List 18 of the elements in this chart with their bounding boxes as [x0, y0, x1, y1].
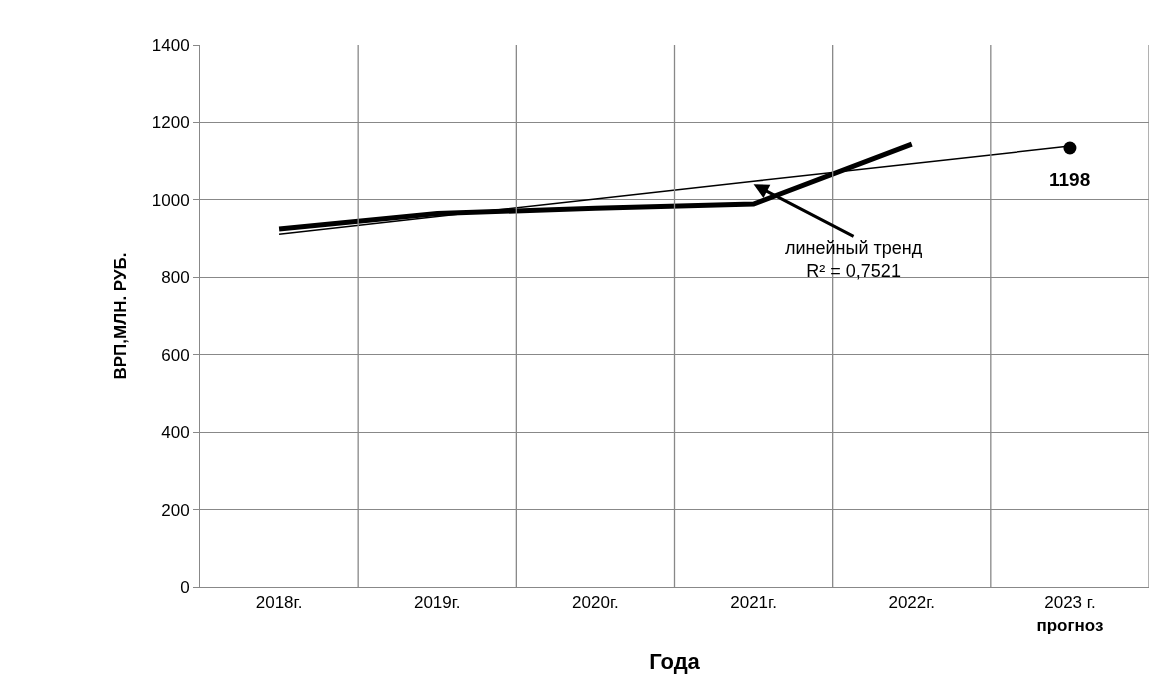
x-tick-label: 2021г.: [730, 593, 777, 613]
annotation: 1198: [1049, 169, 1091, 190]
y-tick-label: 1400: [151, 35, 190, 55]
x-tick-label: 2022г.: [888, 593, 936, 613]
x-tick-label: 2020г.: [572, 593, 619, 613]
y-tick-label: 200: [161, 500, 190, 520]
y-tick-label: 600: [161, 345, 190, 365]
y-tick-label: 400: [161, 423, 190, 443]
y-tick-label: 1200: [151, 113, 190, 133]
x-tick-label: 2023 г. прогноз: [1036, 593, 1104, 635]
x-tick-label: 2018г.: [255, 593, 303, 613]
y-tick-label: 0: [180, 577, 190, 597]
y-tick-label: 800: [161, 268, 190, 288]
y-tick-label: 1000: [151, 190, 190, 210]
y-axis-title: ВРП,МЛН. РУБ.: [111, 252, 131, 380]
x-axis-title: Года: [649, 649, 701, 675]
annotation: линейный тренд R² = 0,7521: [785, 238, 923, 282]
x-tick-label: 2019г.: [413, 593, 461, 613]
